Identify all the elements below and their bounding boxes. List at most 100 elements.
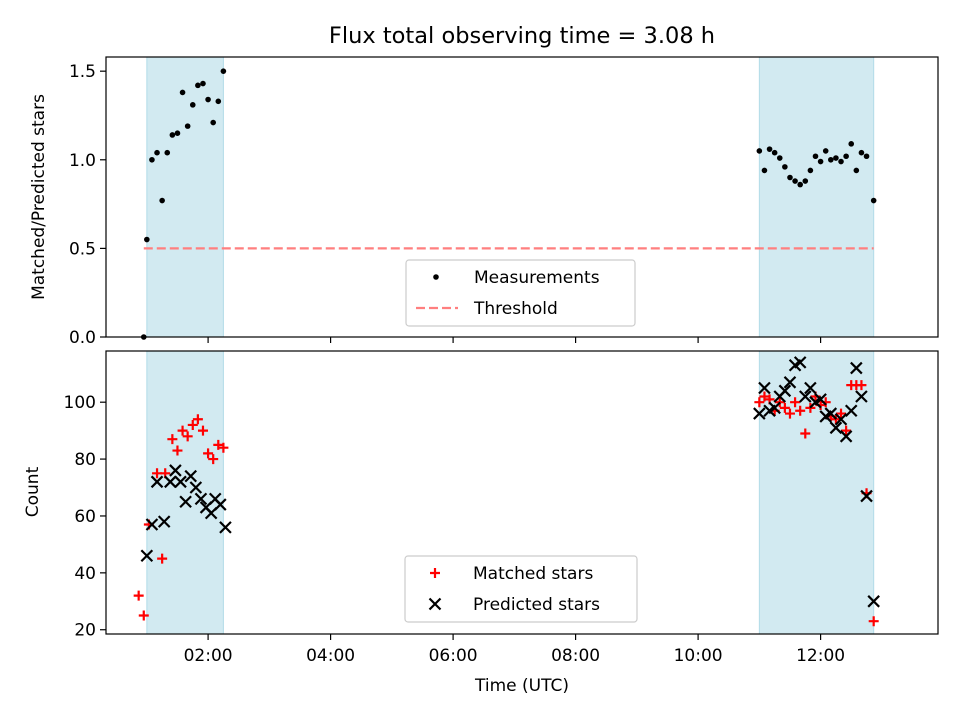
data-point <box>179 495 192 509</box>
data-point <box>164 149 171 156</box>
data-point <box>768 401 781 415</box>
data-point <box>797 181 803 188</box>
data-point <box>213 439 224 450</box>
x-tick-label: 02:00 <box>184 646 233 666</box>
data-point <box>782 164 788 170</box>
data-point <box>220 68 227 74</box>
data-point <box>208 454 219 465</box>
y-tick-label: 0.5 <box>69 239 96 259</box>
data-point <box>804 381 817 395</box>
data-point <box>182 431 193 442</box>
data-point <box>189 102 196 108</box>
data-point <box>802 178 809 184</box>
data-point <box>838 158 844 165</box>
data-point <box>195 82 201 89</box>
data-point <box>784 408 795 419</box>
legend-box <box>405 259 636 327</box>
data-point <box>822 148 829 154</box>
legend-box <box>404 555 638 623</box>
data-point <box>144 236 150 243</box>
y-axis-label: Count <box>23 466 43 517</box>
legend: Measurements Threshold <box>405 259 636 327</box>
y-axis-label: Matched/Predicted stars <box>29 94 49 300</box>
data-point <box>187 419 198 430</box>
data-point <box>799 390 812 403</box>
data-point <box>758 381 771 395</box>
data-point <box>159 197 165 204</box>
data-point <box>157 515 171 528</box>
data-point <box>174 130 181 137</box>
data-point <box>184 123 191 129</box>
data-point <box>214 498 227 511</box>
data-point <box>836 408 847 419</box>
data-point <box>157 553 168 564</box>
x-tick-label: 12:00 <box>796 646 845 666</box>
data-point <box>778 384 792 398</box>
observing-interval-1 <box>758 56 875 338</box>
observing-interval-0 <box>146 350 224 635</box>
data-point <box>855 390 868 403</box>
data-point <box>850 361 863 375</box>
data-point <box>140 549 154 563</box>
data-point <box>817 158 824 165</box>
data-point <box>753 407 766 420</box>
axes-frame <box>105 350 939 635</box>
y-tick-label: 1.5 <box>69 62 96 82</box>
data-point <box>203 448 214 459</box>
data-point <box>807 167 814 174</box>
data-point <box>150 475 164 489</box>
data-point <box>754 397 765 408</box>
legend-marker <box>428 597 442 611</box>
y-tick-label: 1.0 <box>69 151 96 171</box>
data-point <box>219 521 232 534</box>
data-point <box>792 178 798 184</box>
y-tick-label: 100 <box>64 393 96 413</box>
data-point <box>787 174 793 181</box>
data-point <box>793 356 807 369</box>
data-point <box>200 80 206 87</box>
x-tick-label: 04:00 <box>306 646 355 666</box>
data-point <box>154 149 160 156</box>
x-tick-label: 06:00 <box>429 646 478 666</box>
data-point <box>839 430 853 443</box>
data-point <box>790 397 801 408</box>
data-point <box>870 197 877 204</box>
data-point <box>756 148 763 154</box>
x-tick-label: 08:00 <box>551 646 600 666</box>
data-point <box>858 149 865 156</box>
data-point <box>853 167 860 174</box>
data-point <box>863 153 870 160</box>
data-point <box>174 475 187 489</box>
data-point <box>841 425 852 436</box>
observing-interval-0 <box>146 56 224 338</box>
y-tick-label: 0.0 <box>69 328 96 348</box>
data-point <box>814 393 827 406</box>
data-point <box>164 475 177 489</box>
data-point <box>868 616 879 627</box>
y-tick-label: 40 <box>74 564 96 584</box>
data-point <box>759 391 770 402</box>
data-point <box>215 98 222 105</box>
data-point <box>779 402 790 413</box>
legend-marker <box>430 568 440 578</box>
data-point <box>194 492 208 506</box>
data-point <box>844 404 858 418</box>
legend-label: Measurements <box>474 268 600 288</box>
data-point <box>843 153 849 160</box>
data-point <box>179 89 186 96</box>
data-point <box>169 464 182 477</box>
x-tick-label: 10:00 <box>674 646 723 666</box>
data-point <box>205 96 211 103</box>
data-point <box>771 149 778 156</box>
axes-frame <box>105 56 939 338</box>
y-tick-label: 20 <box>74 621 96 641</box>
data-point <box>833 155 839 161</box>
y-tick-label: 80 <box>74 450 96 470</box>
series-matched-stars <box>133 380 879 627</box>
legend: Matched stars Predicted stars <box>404 555 638 623</box>
data-point <box>210 119 216 126</box>
data-point <box>834 412 848 426</box>
count-panel: 02:00 04:00 06:00 08:00 10:00 12:00 20 40 60 80 10… <box>23 350 939 696</box>
